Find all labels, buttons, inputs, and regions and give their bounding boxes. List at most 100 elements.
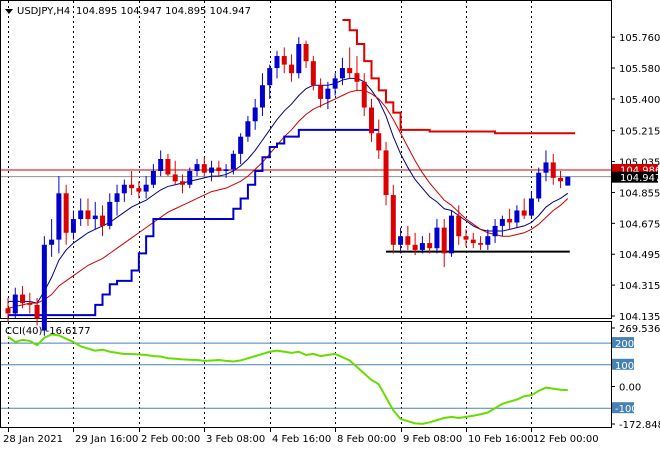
candle-body [354,73,360,82]
candle-body [376,133,382,151]
candle-body [427,243,433,249]
candle-body [419,243,425,250]
candle-body [361,81,367,108]
time-tick-label: 29 Jan 16:00 [75,434,138,445]
candle-body [238,136,244,154]
candle-body [398,236,404,245]
candle-body [485,236,491,245]
candle-body [274,56,280,69]
candle-body [245,121,251,137]
price-tick-label: 104.675 [619,219,660,230]
candle-body [12,294,18,314]
candle-body [92,215,98,220]
price-axis: 105.760 105.580 105.400 105.215 105.035 104.8… [611,33,660,323]
bid-price-badge [612,171,658,183]
candle-body [441,227,447,254]
candle-body [194,164,200,172]
candle-body [281,56,287,65]
candle-body [165,158,171,175]
candle-body [49,239,55,245]
candle-body [252,107,258,122]
slow-ma-line [7,89,569,309]
price-tick-label: 104.315 [619,281,660,292]
main-panel-frame [0,0,612,319]
candle-body [303,44,309,62]
price-tick-label: 105.760 [619,33,660,44]
candle-body [158,158,164,172]
cci-panel-frame [0,321,612,428]
price-level-lines [1,169,611,178]
candle-body [187,171,193,185]
candle-body [136,188,142,192]
candle-body [121,184,127,194]
ask-price-label: 104.986 [620,165,660,176]
indicator-overlays [7,19,576,317]
candle-body [41,244,47,331]
candle-body [172,174,178,182]
candle-body [223,169,229,172]
candle-body [20,294,26,304]
resistance-step-line [342,19,576,135]
time-tick-label: 4 Feb 16:00 [272,434,331,445]
candle-body [332,78,338,89]
chart-menu-triangle-icon[interactable] [5,9,13,14]
bid-price-label: 104.947 [620,173,660,184]
candle-body [521,210,527,216]
candle-body [114,193,120,202]
candle-body [369,107,374,134]
candle-body [143,184,149,192]
time-tick-label: 2 Feb 00:00 [141,434,200,445]
candle-body [339,68,345,79]
candle-body [150,171,156,185]
candle-body [412,244,418,250]
candle-body [528,198,534,216]
time-tick-label: 12 Feb 00:00 [533,434,599,445]
candle-body [456,215,462,237]
candle-body [230,153,236,170]
price-tick-label: 105.035 [619,158,660,169]
time-tick-label: 9 Feb 08:00 [403,434,462,445]
price-tick-label: 105.400 [619,95,660,106]
candle-body [499,219,505,226]
cci-label: CCI(40) -16.6177 [5,326,91,337]
candle-body [405,236,411,245]
fast-ma-line [8,77,569,304]
candle-body [85,210,91,220]
candle-body [310,61,316,86]
cci-level-label: -100 [615,404,638,415]
candle-body [34,304,40,319]
time-axis: 28 Jan 2021 29 Jan 16:00 2 Feb 00:00 3 Feb … [3,428,599,445]
price-tick-label: 104.495 [619,250,660,261]
candle-body [179,181,185,185]
candle-body [107,201,113,226]
price-tick-label: 104.135 [619,312,660,323]
candle-body [492,225,498,237]
candle-body [470,239,476,244]
candle-body [63,193,69,233]
cci-level-badge [612,337,634,349]
candle-body [70,219,76,233]
cci-level-label: 200 [615,339,634,350]
cci-indicator [1,333,611,425]
candle-body [129,184,135,189]
candle-body [289,64,295,74]
candle-body [347,68,353,74]
candle-body [463,236,469,240]
cci-tick-label: -172.848 [619,420,660,431]
candle-body [543,162,549,173]
candle-body [209,167,215,173]
time-tick-label: 28 Jan 2021 [3,434,63,445]
ask-price-badge [612,163,658,175]
price-tick-label: 105.215 [619,127,660,138]
candle-body [100,215,106,226]
cci-line [7,333,568,425]
candle-body [5,308,11,314]
candle-body [296,44,302,74]
candle-body [565,176,571,186]
candle-body [318,85,324,99]
cci-level-badge [612,358,634,370]
time-tick-label: 8 Feb 00:00 [337,434,396,445]
candle-body [478,243,484,245]
